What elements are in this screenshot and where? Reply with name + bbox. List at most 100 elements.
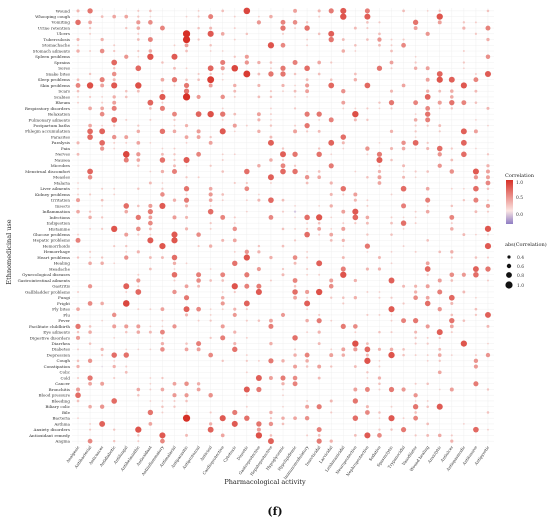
bubble — [124, 89, 128, 93]
bubble — [487, 342, 489, 345]
bubble — [352, 340, 359, 347]
bubble — [449, 214, 455, 220]
bubble — [148, 203, 153, 208]
bubble — [77, 348, 80, 351]
bubble — [269, 318, 273, 323]
y-tick-label: Indigestion — [47, 221, 71, 226]
bubble — [317, 364, 322, 369]
bubble — [161, 147, 164, 150]
bubble — [341, 88, 346, 94]
bubble — [148, 20, 153, 25]
bubble — [294, 216, 296, 219]
bubble — [77, 44, 79, 47]
bubble — [366, 153, 369, 156]
bubble — [437, 163, 442, 168]
bubble — [245, 124, 248, 127]
bubble — [426, 422, 430, 426]
y-tick-label: Cold — [60, 375, 70, 380]
y-axis-title: Ethnomedicinal use — [5, 219, 13, 284]
bubble — [185, 164, 188, 167]
bubble — [328, 36, 334, 43]
bubble — [426, 405, 429, 408]
bubble — [173, 44, 176, 47]
bubble — [402, 245, 405, 248]
bubble — [207, 65, 214, 72]
bubble — [341, 38, 345, 41]
bubble-layer — [75, 7, 492, 445]
bubble — [352, 415, 359, 421]
bubble — [173, 124, 176, 127]
bubble — [414, 55, 417, 58]
bubble — [413, 393, 418, 398]
bubble — [255, 288, 262, 296]
bubble — [306, 44, 309, 47]
bubble — [269, 124, 273, 127]
bubble — [306, 130, 309, 133]
bubble — [136, 89, 140, 93]
bubble — [341, 347, 346, 352]
bubble — [184, 204, 189, 208]
bubble — [112, 95, 116, 99]
bubble — [112, 14, 117, 19]
bubble — [233, 307, 237, 311]
bubble — [450, 158, 454, 162]
bubble — [413, 66, 418, 70]
bubble — [137, 273, 140, 276]
size-key-08 — [506, 272, 512, 278]
bubble — [123, 283, 130, 290]
bubble — [280, 19, 286, 25]
bubble — [378, 101, 381, 104]
bubble — [281, 32, 285, 35]
bubble — [378, 164, 381, 167]
bubble — [437, 100, 442, 105]
bubble — [233, 222, 236, 225]
bubble — [292, 375, 298, 381]
bubble — [185, 411, 188, 414]
bubble — [136, 20, 141, 25]
bubble — [366, 313, 369, 317]
bubble — [87, 134, 93, 140]
y-tick-label: Stomachache — [42, 43, 71, 48]
bubble — [207, 208, 214, 215]
bubble — [173, 66, 176, 70]
bubble — [401, 318, 407, 324]
bubble — [135, 65, 142, 72]
bubble — [280, 168, 286, 175]
bubble — [172, 198, 177, 202]
bubble — [184, 347, 189, 352]
bubble — [233, 342, 237, 346]
bubble — [365, 353, 369, 357]
bubble — [89, 50, 92, 53]
bubble — [112, 364, 116, 369]
color-legend: Correlation 1.0 0.5 0.0 — [505, 173, 535, 224]
y-tick-label: Sprains — [54, 60, 70, 65]
bubble — [414, 411, 417, 414]
bubble — [137, 9, 140, 12]
bubble — [88, 106, 92, 111]
bubble — [486, 388, 490, 391]
bubble — [269, 410, 273, 415]
bubble — [220, 324, 225, 329]
y-tick-label: Eye ailments — [43, 330, 70, 335]
bubble — [487, 233, 489, 236]
bubble — [342, 107, 345, 110]
bubble — [293, 164, 297, 167]
bubble — [450, 107, 454, 110]
bubble — [449, 99, 455, 106]
bubble — [414, 170, 417, 173]
bubble — [255, 375, 262, 382]
bubble — [196, 387, 201, 392]
bubble — [329, 78, 333, 81]
bubble — [76, 141, 80, 145]
bubble — [111, 82, 118, 89]
bubble — [389, 60, 394, 65]
bubble — [425, 261, 430, 266]
bubble — [330, 61, 333, 64]
bubble — [101, 365, 103, 368]
bubble — [209, 72, 212, 76]
bubble — [111, 352, 117, 358]
bubble — [148, 49, 153, 53]
bubble — [245, 359, 248, 362]
bubble — [182, 93, 191, 101]
bubble — [207, 76, 215, 84]
